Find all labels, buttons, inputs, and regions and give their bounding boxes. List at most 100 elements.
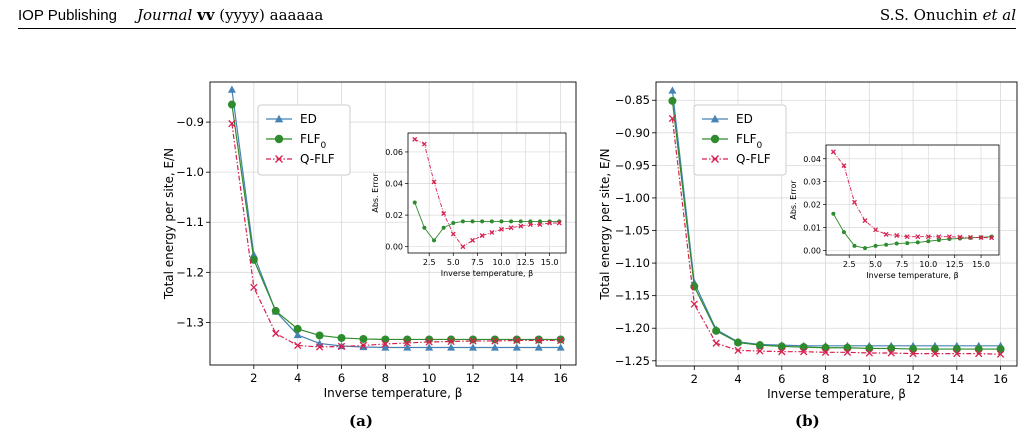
a-inset-point-Q-FLF-7 [479, 233, 485, 239]
a-inset-line-FLF0 [414, 202, 560, 242]
b-inset-point-FLF0-4 [873, 243, 878, 248]
a-point-FLF0-6 [359, 334, 368, 343]
b-inset-ytick-label-1: 0.01 [803, 224, 821, 233]
b-inset-point-Q-FLF-2 [852, 199, 857, 205]
b-inset-point-Q-FLF-9 [925, 234, 931, 240]
a-point-Q-FLF-6 [359, 341, 368, 350]
a-inset-point-FLF0-8 [489, 219, 494, 224]
b-point-FLF0-5 [777, 342, 786, 351]
a-inset-series-FLF0 [412, 200, 562, 243]
a-inset-point-Q-FLF-10 [508, 225, 514, 231]
b-inset-xtick-label-5: 15.0 [972, 260, 990, 269]
b-inset-point-Q-FLF-15 [989, 235, 995, 241]
a-point-ED-1 [249, 250, 258, 259]
a-xtick-label-7: 16 [553, 371, 568, 385]
article-number: aaaaaa [269, 6, 324, 24]
b-inset-series-Q-FLF [830, 149, 995, 241]
b-ytick-label-6: −0.95 [615, 158, 650, 172]
a-point-ED-7 [381, 343, 390, 351]
a-xtick-label-1: 4 [294, 371, 301, 385]
b-inset-point-FLF0-6 [894, 241, 899, 246]
b-point-FLF0-11 [909, 345, 918, 354]
a-inset-point-FLF0-11 [518, 219, 523, 224]
a-inset-frame [407, 132, 567, 254]
a-point-ED-0 [227, 85, 236, 93]
b-point-Q-FLF-6 [800, 348, 808, 356]
b-ytick-label-1: −1.20 [615, 321, 650, 335]
a-inset-bg [408, 133, 566, 253]
caption-b: (b) [795, 412, 820, 430]
a-point-ED-14 [534, 343, 543, 351]
b-xtick-label-3: 8 [822, 372, 829, 386]
a-inset-point-Q-FLF-9 [498, 226, 504, 232]
b-point-Q-FLF-5 [778, 348, 786, 356]
b-ylabel: Total energy per site, E/N [598, 148, 612, 300]
a-xtick-label-5: 12 [466, 371, 481, 385]
b-ytick-label-3: −1.10 [615, 256, 650, 270]
b-point-Q-FLF-14 [975, 349, 983, 358]
a-point-FLF0-14 [534, 335, 543, 344]
a-inset-point-Q-FLF-15 [556, 220, 562, 226]
b-xtick-label-5: 12 [906, 372, 921, 386]
b-inset-point-FLF0-8 [915, 240, 920, 245]
b-point-Q-FLF-11 [909, 349, 917, 358]
a-ytick-label-4: −0.9 [176, 115, 204, 129]
b-inset-point-Q-FLF-0 [830, 149, 836, 155]
a-point-Q-FLF-12 [491, 337, 499, 345]
a-xlabel: Inverse temperature, β [324, 386, 463, 400]
a-ytick-label-0: −1.3 [176, 315, 204, 329]
b-plot-frame [655, 81, 1018, 367]
a-point-Q-FLF-8 [403, 339, 411, 347]
author-line: S.S. Onuchin et al [880, 6, 1016, 24]
a-inset-point-FLF0-5 [460, 219, 465, 224]
a-point-Q-FLF-15 [556, 336, 565, 345]
a-inset-xtick-label-1: 5.0 [447, 258, 460, 267]
b-point-ED-0 [668, 86, 677, 94]
a-inset-point-Q-FLF-4 [450, 231, 456, 237]
b-inset-point-Q-FLF-12 [957, 234, 963, 240]
b-point-Q-FLF-1 [690, 300, 698, 308]
b-point-FLF0-14 [974, 345, 983, 354]
a-inset-ytick-label-3: 0.06 [385, 148, 403, 157]
a-legend-label-ED: ED [300, 112, 317, 126]
b-inset-point-Q-FLF-11 [946, 234, 952, 240]
b-point-FLF0-13 [952, 345, 961, 354]
b-inset-xtick-label-0: 2.5 [843, 260, 856, 269]
b-point-Q-FLF-2 [712, 339, 720, 347]
a-point-ED-10 [447, 343, 456, 351]
a-inset-xtick-label-3: 10.0 [493, 258, 511, 267]
a-inset-point-FLF0-10 [509, 219, 514, 224]
b-inset-point-FLF0-9 [926, 239, 931, 244]
b-inset-ytick-label-3: 0.03 [803, 178, 821, 187]
b-legend-marker-Q-FLF [711, 155, 719, 163]
b-point-FLF0-7 [821, 343, 830, 352]
a-point-Q-FLF-5 [337, 342, 346, 351]
b-point-FLF0-8 [843, 343, 852, 352]
b-point-Q-FLF-10 [887, 349, 895, 357]
b-inset-bg [826, 145, 999, 255]
a-inset-point-Q-FLF-8 [489, 230, 495, 235]
b-legend-marker-FLF0 [710, 134, 720, 144]
b-point-Q-FLF-4 [756, 347, 764, 355]
b-inset-point-FLF0-1 [841, 230, 846, 235]
a-point-ED-11 [468, 343, 477, 351]
a-point-FLF0-13 [512, 335, 521, 344]
a-point-FLF0-7 [381, 335, 390, 344]
b-point-FLF0-10 [887, 344, 896, 353]
b-xlabel: Inverse temperature, β [767, 387, 906, 401]
a-point-FLF0-0 [227, 100, 236, 109]
a-xtick-label-6: 14 [510, 371, 525, 385]
a-inset-point-Q-FLF-2 [431, 179, 437, 185]
figure-b-chart: 2 4 6 8 10 12 14 16 −1.25 −1.20 −1.15 −1.10 −1.05 −1.… [598, 81, 1018, 401]
a-inset-ytick-label-2: 0.04 [385, 180, 403, 189]
b-inset-point-FLF0-0 [831, 211, 836, 216]
a-point-ED-12 [490, 343, 499, 351]
a-inset-series-Q-FLF [412, 136, 562, 250]
a-inset-xtick-label-4: 12.5 [517, 258, 535, 267]
caption-a: (a) [349, 412, 373, 430]
b-series-Q-FLF [668, 114, 1005, 358]
a-ytick-label-2: −1.1 [176, 215, 204, 229]
a-inset-point-Q-FLF-3 [441, 211, 447, 216]
a-point-FLF0-5 [337, 333, 346, 342]
